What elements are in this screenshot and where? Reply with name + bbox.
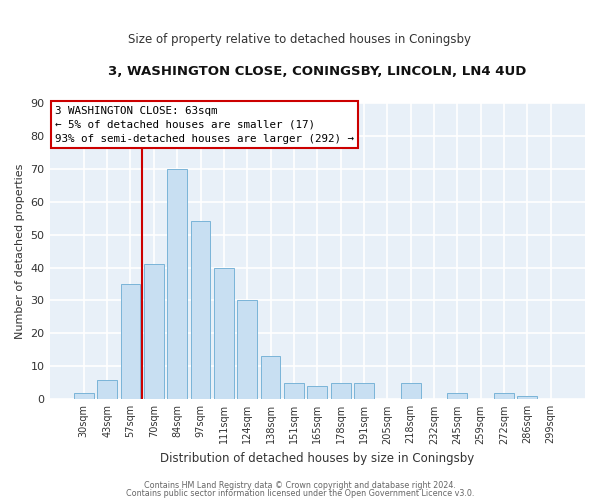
Text: Size of property relative to detached houses in Coningsby: Size of property relative to detached ho…: [128, 32, 472, 46]
Bar: [307, 386, 327, 400]
Text: Contains HM Land Registry data © Crown copyright and database right 2024.: Contains HM Land Registry data © Crown c…: [144, 481, 456, 490]
Bar: [121, 284, 140, 400]
Text: 3 WASHINGTON CLOSE: 63sqm
← 5% of detached houses are smaller (17)
93% of semi-d: 3 WASHINGTON CLOSE: 63sqm ← 5% of detach…: [55, 106, 354, 144]
Bar: [401, 383, 421, 400]
Bar: [331, 383, 350, 400]
Bar: [144, 264, 164, 400]
Title: 3, WASHINGTON CLOSE, CONINGSBY, LINCOLN, LN4 4UD: 3, WASHINGTON CLOSE, CONINGSBY, LINCOLN,…: [108, 65, 526, 78]
Bar: [354, 383, 374, 400]
Bar: [517, 396, 538, 400]
Bar: [494, 392, 514, 400]
Bar: [238, 300, 257, 400]
Text: Contains public sector information licensed under the Open Government Licence v3: Contains public sector information licen…: [126, 488, 474, 498]
Bar: [167, 168, 187, 400]
Bar: [97, 380, 117, 400]
Bar: [214, 268, 234, 400]
Bar: [260, 356, 280, 400]
Bar: [448, 392, 467, 400]
Y-axis label: Number of detached properties: Number of detached properties: [15, 164, 25, 338]
Bar: [74, 392, 94, 400]
Bar: [284, 383, 304, 400]
X-axis label: Distribution of detached houses by size in Coningsby: Distribution of detached houses by size …: [160, 452, 475, 465]
Bar: [191, 222, 211, 400]
